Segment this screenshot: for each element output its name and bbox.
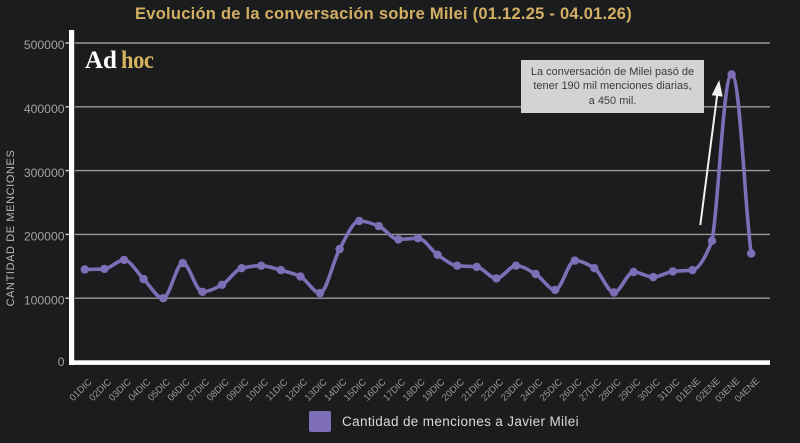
svg-text:400000: 400000: [24, 102, 65, 116]
svg-text:0: 0: [58, 355, 65, 369]
svg-text:300000: 300000: [24, 166, 65, 180]
svg-text:500000: 500000: [24, 38, 65, 52]
svg-text:100000: 100000: [24, 293, 65, 307]
svg-text:200000: 200000: [24, 230, 65, 244]
